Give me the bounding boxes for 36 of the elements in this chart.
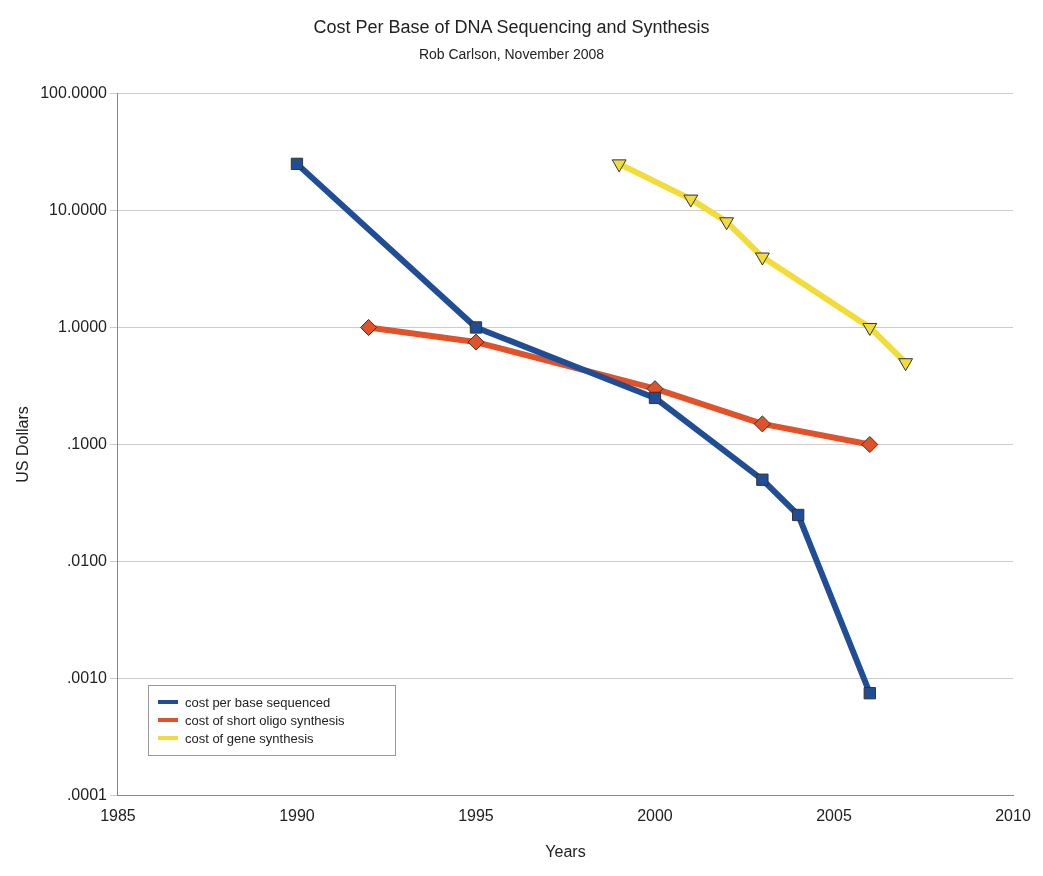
x-axis-title: Years [545,842,586,860]
point [648,391,662,405]
point [862,322,878,336]
y-tick-label: 100.0000 [40,83,108,101]
y-tick-label: 10.0000 [49,200,108,218]
point [290,157,304,171]
x-tick-label: 1985 [100,806,136,824]
point [861,436,879,453]
chart-subtitle: Rob Carlson, November 2008 [418,45,605,62]
point [611,159,627,173]
x-tick-label: 2010 [995,806,1031,824]
point [753,415,771,433]
x-tick-label: 1995 [458,806,494,824]
x-tick-label: 1990 [279,806,315,824]
chart-title: Cost Per Base of DNA Sequencing and Synthesis [313,16,710,37]
point [863,687,876,700]
y-tick-label: .0100 [66,551,108,569]
y-tick-label: .0010 [66,668,108,686]
point [467,333,485,351]
x-tick-label: 2000 [637,806,673,824]
point [898,358,914,372]
point [360,318,378,336]
point [683,194,699,208]
point [469,321,483,334]
x-tick-label: 2005 [816,806,852,824]
point [792,508,805,522]
legend-label: cost per base sequenced [184,694,331,710]
point [719,217,735,231]
point [756,473,769,486]
y-tick-label: 1.0000 [58,317,108,335]
legend-label: cost of short oligo synthesis [184,712,345,728]
y-tick-label: .1000 [66,434,108,452]
point [754,252,770,266]
legend-label: cost of gene synthesis [184,730,314,746]
y-tick-label: .0001 [66,786,108,804]
y-axis-title: US Dollars [14,406,32,483]
